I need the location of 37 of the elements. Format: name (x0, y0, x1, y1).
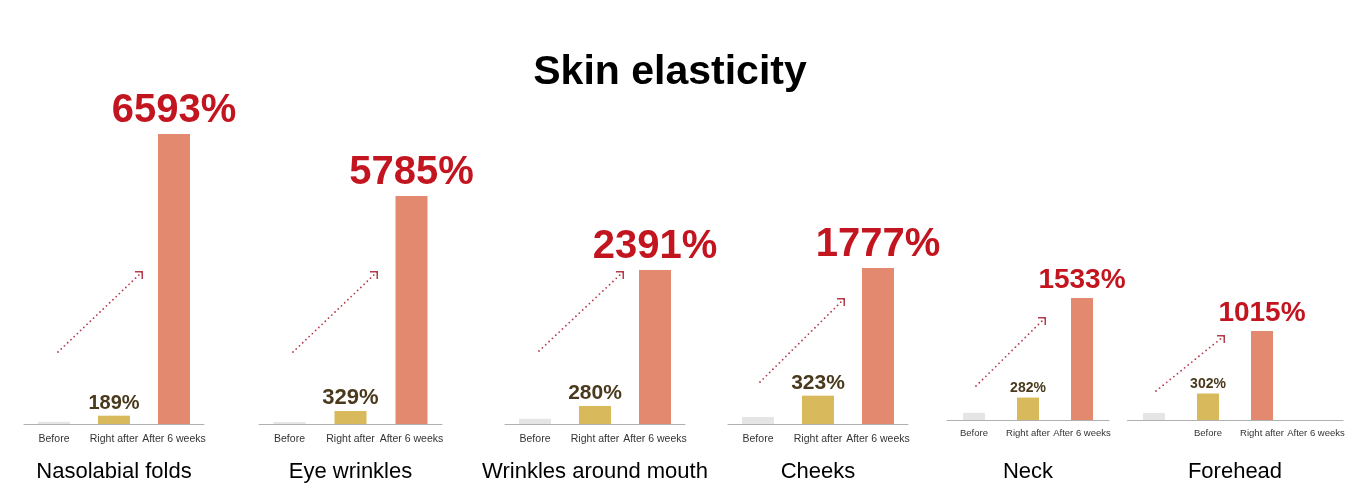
x-axis-title: Wrinkles around mouth (482, 457, 708, 483)
x-tick-label: After 6 weeks (846, 431, 910, 444)
x-tick-label: After 6 weeks (379, 431, 444, 444)
data-label: 302% (1190, 374, 1227, 391)
x-tick-label: Before (38, 431, 70, 444)
x-axis-title: Nasolabial folds (36, 457, 192, 483)
x-tick-label: After 6 weeks (142, 431, 206, 444)
x-tick-label: Right after (89, 431, 139, 444)
x-tick-label: Before (274, 431, 306, 444)
x-axis-title: Eye wrinkles (288, 457, 413, 483)
x-tick-label: Before (1194, 426, 1222, 438)
x-tick-label: Right after (1006, 426, 1050, 438)
x-tick-label: Right after (1240, 426, 1284, 438)
data-label: 6593% (111, 86, 237, 130)
x-tick-label: Before (960, 426, 988, 438)
data-label: 1533% (1038, 262, 1126, 294)
x-axis-title: Neck (1002, 457, 1055, 483)
data-label: 323% (791, 369, 846, 393)
x-tick-label: Right after (326, 431, 376, 444)
x-tick-label: Before (519, 431, 551, 444)
data-label: 1777% (815, 220, 941, 264)
data-label: 189% (88, 390, 140, 413)
x-tick-label: Right after (570, 431, 620, 444)
x-tick-label: After 6 weeks (623, 431, 687, 444)
x-tick-label: Right after (793, 431, 843, 444)
data-label: 5785% (349, 148, 474, 192)
x-tick-label: After 6 weeks (1053, 426, 1112, 438)
data-label: 1015% (1218, 295, 1306, 327)
text: Skin elasticity (533, 46, 807, 94)
data-label: 280% (568, 379, 623, 403)
x-tick-label: After 6 weeks (1287, 426, 1346, 438)
data-label: 329% (322, 383, 379, 409)
x-tick-label: Before (742, 431, 774, 444)
data-label: 2391% (592, 222, 718, 266)
x-axis-title: Cheeks (780, 457, 856, 483)
x-axis-title: Forehead (1187, 457, 1283, 483)
data-label: 282% (1010, 378, 1047, 395)
